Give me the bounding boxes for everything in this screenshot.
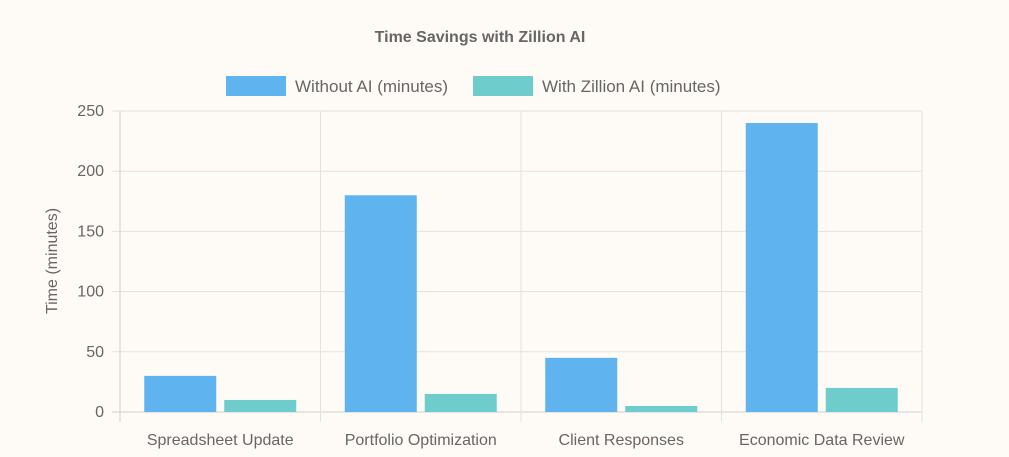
bar-without-ai-minutes-portfolio-optimization[interactable]	[344, 195, 417, 412]
bar-without-ai-minutes-economic-data-review[interactable]	[745, 123, 818, 412]
legend-label-without-ai: Without AI (minutes)	[295, 77, 448, 96]
y-axis-ticks: 0 50 100 150 200 250	[77, 103, 104, 421]
legend-swatch-without-ai	[226, 76, 286, 96]
bar-with-zillion-ai-minutes-portfolio-optimization[interactable]	[424, 393, 497, 412]
y-tick-label: 200	[77, 163, 104, 180]
gridlines	[112, 110, 923, 422]
y-tick-label: 100	[77, 284, 104, 301]
bar-with-zillion-ai-minutes-spreadsheet-update[interactable]	[224, 399, 297, 412]
bar-without-ai-minutes-client-responses[interactable]	[545, 357, 618, 412]
x-tick-label: Client Responses	[559, 432, 684, 449]
y-tick-label: 0	[95, 404, 104, 421]
x-tick-label: Spreadsheet Update	[147, 432, 294, 449]
y-tick-label: 50	[86, 344, 104, 361]
x-axis-ticks: Spreadsheet Update Portfolio Optimization…	[147, 432, 905, 449]
y-axis-title: Time (minutes)	[44, 208, 61, 314]
legend-item-with-zillion-ai[interactable]: With Zillion AI (minutes)	[473, 76, 721, 96]
x-tick-label: Economic Data Review	[739, 432, 905, 449]
bar-without-ai-minutes-spreadsheet-update[interactable]	[144, 375, 217, 412]
legend-label-with-zillion-ai: With Zillion AI (minutes)	[542, 77, 721, 96]
x-tick-label: Portfolio Optimization	[345, 432, 497, 449]
legend-item-without-ai[interactable]: Without AI (minutes)	[226, 76, 448, 96]
bars	[144, 123, 898, 412]
legend: Without AI (minutes) With Zillion AI (mi…	[226, 76, 721, 96]
legend-swatch-with-zillion-ai	[473, 76, 533, 96]
y-tick-label: 150	[77, 223, 104, 240]
bar-with-zillion-ai-minutes-client-responses[interactable]	[625, 405, 698, 412]
bar-with-zillion-ai-minutes-economic-data-review[interactable]	[825, 387, 898, 412]
chart-title: Time Savings with Zillion AI	[375, 29, 586, 46]
y-tick-label: 250	[77, 103, 104, 120]
